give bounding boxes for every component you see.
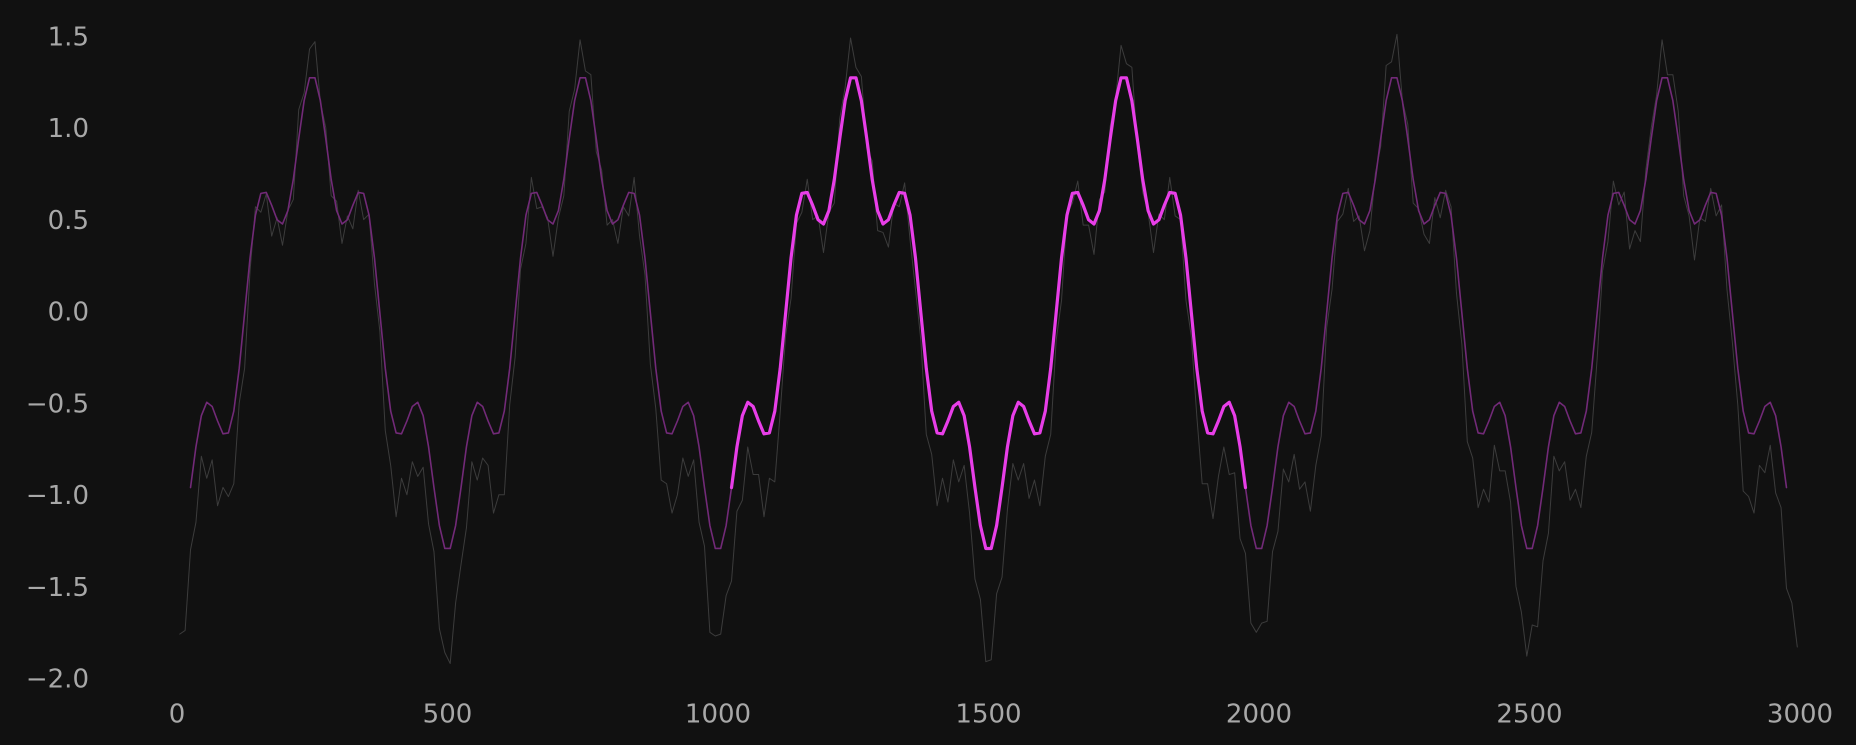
x-tick-label: 2500	[1496, 700, 1562, 730]
line-series	[179, 33, 1798, 664]
line-series	[729, 76, 1248, 551]
y-tick-label: −0.5	[26, 389, 89, 419]
x-tick-label: 2000	[1226, 700, 1292, 730]
y-tick-label: −1.0	[26, 481, 89, 511]
x-tick-label: 1500	[955, 700, 1021, 730]
y-tick-label: 0.5	[48, 206, 89, 236]
y-tick-label: −2.0	[26, 665, 89, 695]
x-tick-label: 0	[169, 700, 186, 730]
y-tick-label: 1.0	[48, 114, 89, 144]
x-tick-label: 3000	[1767, 700, 1833, 730]
y-tick-label: 1.5	[48, 23, 89, 53]
y-tick-label: 0.0	[48, 298, 89, 328]
x-tick-label: 500	[423, 700, 473, 730]
x-tick-label: 1000	[685, 700, 751, 730]
y-tick-label: −1.5	[26, 573, 89, 603]
